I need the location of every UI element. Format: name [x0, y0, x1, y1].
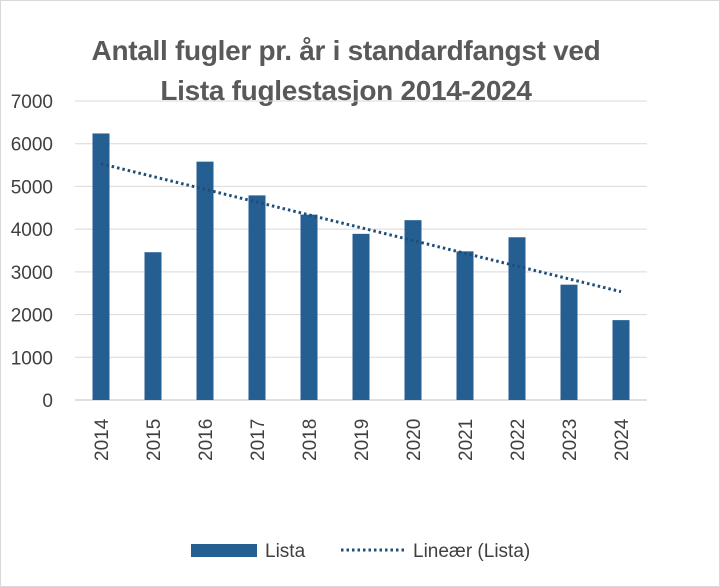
y-tick-label: 6000 — [11, 135, 53, 156]
bars — [92, 133, 630, 400]
trendline — [100, 162, 622, 294]
x-tick-label: 2023 — [560, 419, 581, 461]
chart-title-line-1: Antall fugler pr. år i standardfangst ve… — [91, 35, 601, 66]
bar-2024 — [612, 320, 630, 400]
x-tick-label: 2024 — [612, 418, 633, 461]
bar-2017 — [248, 195, 266, 400]
x-tick-label: 2016 — [196, 419, 217, 461]
x-axis-ticks: 2014 2015 2016 2017 2018 2019 2020 2021 2022 2023… — [92, 418, 633, 461]
x-tick-label: 2019 — [352, 419, 373, 461]
chart-title: Antall fugler pr. år i standardfangst ve… — [1, 31, 691, 111]
x-tick-label: 2021 — [456, 419, 477, 461]
trendline-group — [100, 162, 622, 294]
x-tick-label: 2018 — [300, 419, 321, 461]
bar-2018 — [300, 214, 318, 400]
legend: Lista Lineær (Lista) — [191, 541, 530, 562]
bar-2016 — [196, 161, 214, 400]
y-tick-label: 3000 — [11, 263, 53, 284]
bar-2015 — [144, 252, 162, 400]
y-tick-label: 1000 — [11, 348, 53, 369]
y-tick-label: 0 — [42, 391, 53, 412]
bar-2020 — [404, 220, 422, 400]
y-tick-label: 7000 — [11, 92, 53, 113]
bar-2019 — [352, 233, 370, 400]
x-tick-label: 2017 — [248, 419, 269, 461]
legend-swatch-lista — [191, 544, 257, 557]
y-tick-label: 5000 — [11, 177, 53, 198]
bar-2023 — [560, 284, 578, 400]
bar-2022 — [508, 237, 526, 400]
x-tick-label: 2022 — [508, 419, 529, 461]
bar-2021 — [456, 251, 474, 400]
bar-2014 — [92, 133, 110, 400]
x-tick-label: 2015 — [144, 419, 165, 461]
legend-label-lista: Lista — [265, 541, 306, 562]
y-tick-label: 4000 — [11, 220, 53, 241]
legend-label-trendline: Lineær (Lista) — [413, 541, 530, 562]
x-tick-label: 2014 — [92, 418, 113, 461]
y-axis-ticks: 0 1000 2000 3000 4000 5000 6000 7000 — [11, 92, 53, 412]
x-tick-label: 2020 — [404, 419, 425, 461]
y-tick-label: 2000 — [11, 306, 53, 327]
